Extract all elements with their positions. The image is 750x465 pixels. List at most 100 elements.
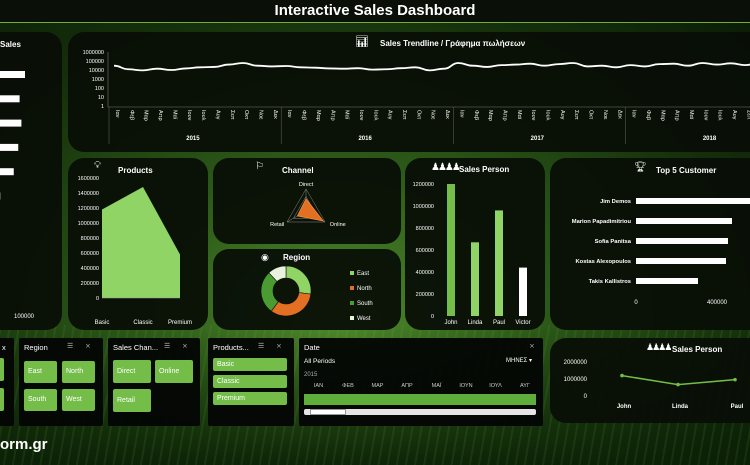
region-slicer-west[interactable]: West [62,389,95,411]
trend-month-label: Αυγ [214,110,220,120]
trend-month-label: Ιουλ [372,110,378,121]
region-legend-swatch [350,301,354,305]
trophy-icon: 🏆︎ [634,162,647,173]
salesperson-category-label: Paul [493,320,505,326]
region-slice-north [270,292,312,317]
top5-customer-label: Marion Papadimitriou [572,219,632,225]
salesperson-ytick: 0 [431,314,434,320]
timeline-month-7[interactable]: ΙΟΥΛ [489,383,502,389]
timeline-scroll-thumb[interactable] [310,409,346,415]
salesperson-line-ytick: 2000000 [564,360,588,366]
timeline-month-2[interactable]: ΦΕΒ [342,383,354,389]
top5-bar [636,218,732,224]
bulb-icon: 💡︎ [94,160,101,171]
trend-month-label: Σεπ [745,110,750,120]
sales-bar [0,119,22,127]
trend-month-label: Φεβ [473,110,479,120]
salesperson-bar [471,242,479,316]
clear-filter-icon[interactable]: ⨯ [529,343,535,350]
multi-select-icon[interactable]: ☰ [164,343,171,350]
time-level-label: ΜΗΝΕΣ [506,358,528,364]
trend-month-label: Ιουλ [200,110,206,121]
products-ytick: 200000 [81,281,99,287]
region-slicer-east[interactable]: East [24,361,57,383]
channel-slicer-direct[interactable]: Direct [113,360,151,383]
salesperson-line-title: Sales Person [672,345,723,354]
signpost-icon: ⚐ [255,161,264,172]
salesperson-line-ytick: 1000000 [564,377,588,383]
top5-bar [636,238,728,244]
top5-bar [636,278,698,284]
timeline-month-1[interactable]: ΙΑΝ [313,383,324,389]
clear-filter-icon[interactable]: ⨯ [276,343,282,350]
trend-month-label: Ιαν [286,110,292,118]
timeline-month-3[interactable]: ΜΑΡ [371,383,384,389]
salesperson-line-panel: ♟♟♟♟ Sales Person 2000000 1000000 0 John Lin… [550,338,750,423]
trend-ytick: 100000 [86,59,104,65]
trend-ytick: 10000 [89,68,104,74]
products-slicer-premium[interactable]: Premium [213,392,287,405]
trend-month-label: Δεκ [616,110,622,119]
clear-filter-icon[interactable]: ⨯ [182,343,188,350]
trend-ytick: 1000 [92,77,104,83]
salesperson-title: Sales Person [459,165,510,174]
timeline-month-4[interactable]: ΑΠΡ [401,383,413,389]
products-area [102,187,180,298]
trend-month-label: Φεβ [128,110,134,120]
channel-axis-retail: Retail [270,222,284,228]
trend-month-label: Σεπ [229,110,235,120]
trend-month-label: Ιουν [530,110,536,121]
channel-grid [286,188,326,223]
timeline-month-5[interactable]: ΜΑΪ [431,383,442,389]
salesperson-line-category: Paul [731,404,744,410]
trend-month-label: Φεβ [301,110,307,120]
sales-axis-value: 100000 [14,314,35,320]
channel-slicer-online[interactable]: Online [155,360,193,383]
trend-month-label: Οκτ [415,110,421,120]
clear-filter-icon[interactable]: ⨯ [85,343,91,350]
channel-slicer-retail[interactable]: Retail [113,389,151,412]
all-periods-label: All Periods [304,358,336,365]
multi-select-icon[interactable]: ☰ [67,343,74,350]
salesperson-line-point [676,382,680,387]
timeline-scrollbar[interactable] [304,409,536,415]
region-slicer-north[interactable]: North [62,361,95,383]
trend-month-label: Ιαν [114,110,120,118]
salesperson-line-category: Linda [672,404,689,410]
trend-month-label: Αυγ [731,110,737,120]
region-donut-chart: East North South West [260,265,373,322]
trend-month-label: Μαρ [487,110,493,121]
top5-bar-chart: Jim Demos Marion Papadimitriou Sofia Panit… [572,198,750,306]
multi-select-icon[interactable]: ☰ [258,343,265,350]
products-slicer-classic[interactable]: Classic [213,375,287,388]
slicer-partial-item-1[interactable] [0,358,4,381]
salesperson-line-point [620,373,624,378]
trend-ytick: 100 [95,86,104,92]
slicer-partial-item-2[interactable] [0,388,4,411]
region-slicer-south[interactable]: South [24,389,57,411]
trend-month-label: Ιουν [186,110,192,121]
timeline-month-6[interactable]: ΙΟΥΝ [459,383,473,389]
salesperson-line-chart: 2000000 1000000 0 John Linda Paul [564,360,744,410]
salesperson-bar-chart: 1200000 1000000 800000 600000 400000 200000 0 J… [413,182,531,326]
region-panel: ◉ Region East North South West [213,249,401,330]
trend-month-label: Μαρ [143,110,149,121]
time-level-dropdown[interactable]: ΜΗΝΕΣ ▾ [506,357,532,364]
sales-panel-title: Sales [0,40,21,49]
products-slicer-basic[interactable]: Basic [213,358,287,371]
channel-radar-chart: Direct Online Retail [270,182,346,228]
trend-month-label: Οκτ [588,110,594,120]
trend-month-label: Σεπ [573,110,579,120]
channel-panel: ⚐ Channel Direct Online Retail [213,158,401,244]
slicer-partial-title: x [2,343,6,352]
products-category-label: Basic [95,320,110,326]
products-ytick: 1600000 [78,176,99,182]
title-bar: Interactive Sales Dashboard [0,0,750,23]
trend-month-label: Μαρ [315,110,321,121]
products-area-chart: 1600000 1400000 1200000 1000000 800000 600000… [78,176,192,326]
region-title: Region [283,253,311,262]
trend-ytick: 10 [98,95,104,101]
timeline-month-8[interactable]: ΑΥΓ [520,383,530,389]
timeline-selection-bar[interactable] [304,394,536,405]
region-legend-label: West [357,316,371,322]
